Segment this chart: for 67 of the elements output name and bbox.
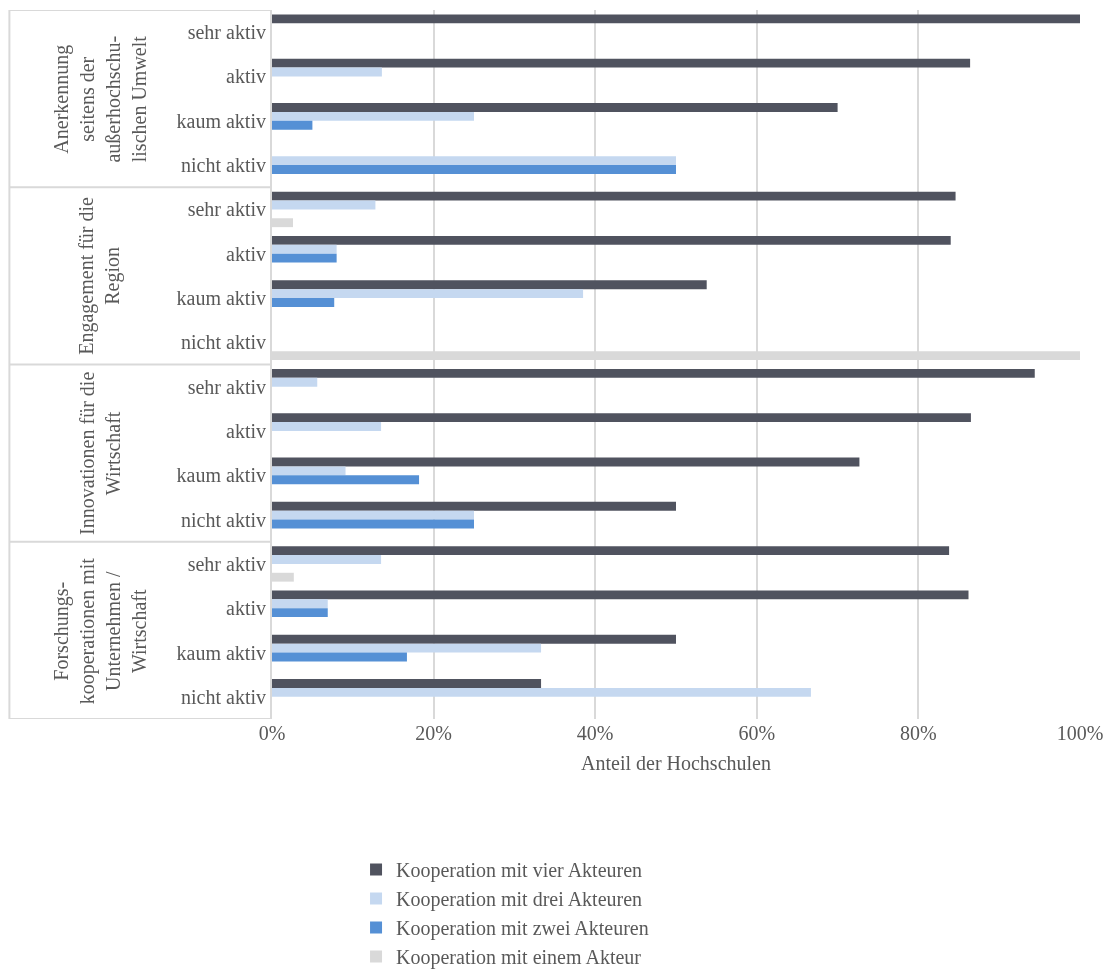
bar: [272, 457, 860, 467]
x-tick-label: 100%: [1056, 722, 1104, 744]
y-tick-label: sehr aktiv: [187, 552, 266, 575]
y-tick-label: kaum aktiv: [176, 464, 266, 487]
x-tick-label: 0%: [258, 722, 286, 744]
bar: [272, 475, 420, 485]
legend-label: Kooperation mit vier Akteuren: [396, 859, 643, 883]
bar: [272, 590, 969, 600]
bar: [272, 422, 382, 431]
bar: [272, 652, 407, 662]
y-tick-label: sehr aktiv: [187, 21, 266, 44]
y-tick-label: nicht aktiv: [181, 154, 266, 177]
bar: [272, 510, 474, 520]
legend-label: Kooperation mit zwei Akteuren: [396, 917, 649, 941]
bar: [272, 289, 584, 299]
y-tick-label: kaum aktiv: [176, 641, 266, 664]
y-tick-label: aktiv: [226, 597, 266, 620]
y-tick-label: nicht aktiv: [181, 331, 266, 354]
y-tick-label: nicht aktiv: [181, 508, 266, 531]
bar: [272, 58, 971, 68]
legend-label: Kooperation mit einem Akteur: [396, 946, 642, 970]
y-tick-label: sehr aktiv: [187, 375, 266, 398]
bar: [272, 413, 971, 423]
bar: [272, 298, 335, 307]
y-tick-label: kaum aktiv: [176, 109, 266, 132]
text: Engagement für die Region: [75, 196, 125, 355]
y-tick-label: aktiv: [226, 419, 266, 442]
bar: [272, 165, 676, 174]
bar: [272, 253, 337, 263]
bar: [272, 67, 382, 77]
bar: [272, 501, 676, 511]
bar: [272, 608, 328, 618]
x-tick-label: 60%: [738, 722, 776, 744]
y-tick-label: sehr aktiv: [187, 198, 266, 221]
bar: [272, 14, 1080, 24]
x-tick-label: 80%: [900, 722, 937, 744]
bar: [272, 156, 676, 166]
bar: [272, 111, 474, 121]
bar: [272, 368, 1035, 378]
bar: [272, 235, 951, 245]
bar: [272, 555, 382, 564]
bar: [272, 377, 318, 387]
text: Anerkennung seitens der außerhochschu- lischen Umwelt: [50, 35, 151, 163]
bar: [272, 120, 313, 130]
bar: [272, 546, 950, 556]
x-tick-label: 40%: [576, 722, 614, 744]
bar: [272, 519, 474, 529]
bar: [272, 634, 676, 644]
bar: [272, 466, 346, 476]
bar: [272, 599, 328, 609]
x-axis-title: Anteil der Hochschulen: [581, 751, 771, 774]
text: Innovationen für die Wirtschaft: [75, 371, 124, 536]
bar: [272, 679, 542, 688]
bar: [272, 280, 707, 290]
legend-label: Kooperation mit drei Akteuren: [396, 888, 643, 912]
text: Forschungs- kooperationen mit Unternehmen / Wirtschaft: [49, 557, 150, 705]
y-tick-label: aktiv: [226, 65, 266, 88]
bar: [272, 200, 376, 210]
y-tick-label: aktiv: [226, 242, 266, 265]
x-tick-label: 20%: [415, 722, 452, 744]
bar: [272, 103, 838, 112]
y-tick-label: nicht aktiv: [181, 685, 266, 708]
bar: [272, 643, 542, 653]
bar: [272, 244, 337, 254]
bar: [272, 191, 956, 201]
bar: [272, 687, 811, 697]
y-tick-label: kaum aktiv: [176, 287, 266, 310]
